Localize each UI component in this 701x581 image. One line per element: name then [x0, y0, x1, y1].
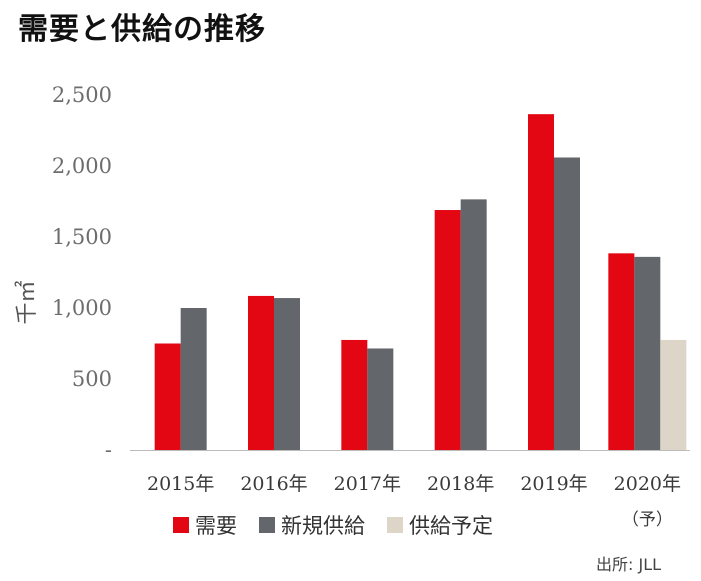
legend-item-demand: 需要	[173, 510, 237, 540]
legend-item-planned-supply: 供給予定	[387, 510, 493, 540]
demand-bar	[248, 295, 274, 450]
x-tick-label: 2016年	[240, 473, 307, 495]
x-tick-label: 2020年	[614, 473, 681, 495]
y-tick-label: 2,500	[52, 83, 112, 107]
x-tick-label: 2018年	[427, 473, 494, 495]
x-tick-label: 2019年	[520, 473, 587, 495]
y-tick-label: -	[105, 438, 112, 462]
legend-label-new-supply: 新規供給	[281, 514, 365, 538]
demand-bar	[341, 339, 368, 450]
x-tick-label: 2015年	[147, 473, 214, 495]
legend-swatch-demand	[173, 517, 189, 533]
legend-label-planned-supply: 供給予定	[409, 514, 493, 538]
y-axis-label: 千㎡	[14, 280, 40, 324]
new-supply-bar	[274, 298, 300, 450]
y-tick-label: 1,500	[52, 225, 112, 249]
y-tick-label: 1,000	[52, 296, 112, 320]
new-supply-bar	[180, 308, 207, 450]
legend-swatch-new-supply	[259, 517, 275, 533]
source-note: 出所: JLL	[596, 555, 662, 574]
planned-supply-bar	[660, 339, 687, 450]
demand-bar	[528, 114, 554, 451]
new-supply-bar	[367, 348, 394, 450]
demand-bar	[434, 210, 461, 450]
legend-swatch-planned-supply	[387, 517, 403, 533]
chart-title: 需要と供給の推移	[18, 12, 266, 47]
new-supply-bar	[634, 256, 661, 450]
x-tick-note: （予）	[622, 510, 673, 530]
x-tick-label: 2017年	[334, 473, 401, 495]
legend: 需要 新規供給 供給予定	[173, 510, 515, 540]
legend-item-new-supply: 新規供給	[259, 510, 365, 540]
new-supply-bar	[460, 199, 487, 450]
y-tick-label: 2,000	[52, 154, 112, 178]
demand-bar	[608, 253, 635, 450]
demand-bar	[154, 343, 181, 450]
y-tick-label: 500	[72, 367, 112, 391]
new-supply-bar	[554, 157, 580, 451]
legend-label-demand: 需要	[195, 514, 237, 538]
